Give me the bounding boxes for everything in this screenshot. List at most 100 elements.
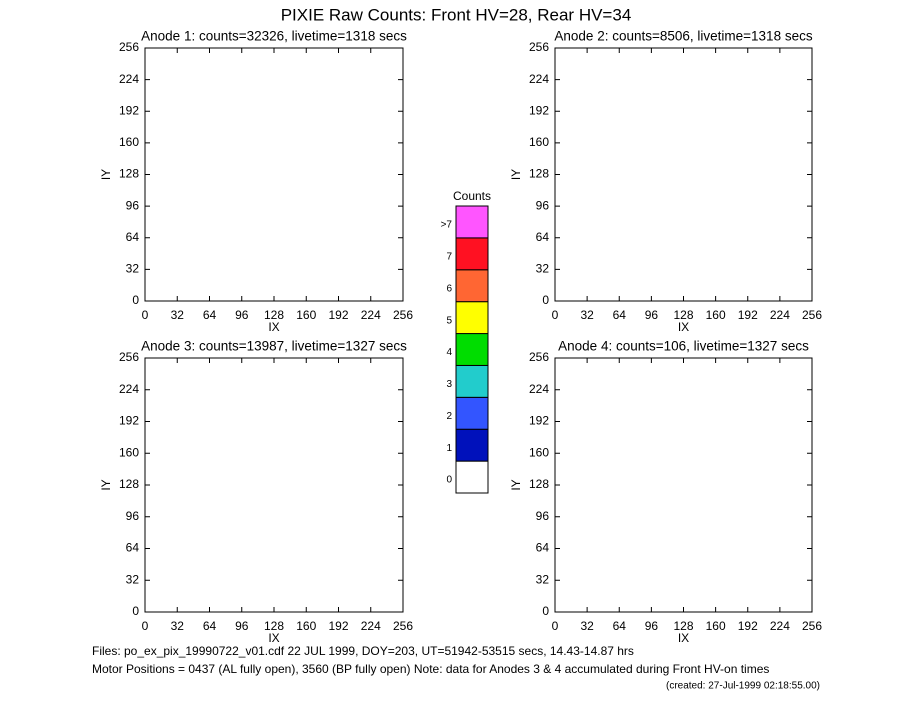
plot-frame	[554, 47, 813, 302]
y-tick-label: 224	[529, 382, 549, 396]
y-tick-label: 256	[119, 350, 139, 364]
x-tick-label: 256	[393, 619, 413, 633]
colorbar-swatch	[455, 301, 489, 335]
x-axis-label: IX	[268, 631, 279, 645]
y-tick-label: 224	[119, 382, 139, 396]
y-tick-label: 192	[119, 414, 139, 428]
y-tick-label: 96	[536, 198, 550, 212]
y-tick-label: 256	[529, 350, 549, 364]
footer-line: Files: po_ex_pix_19990722_v01.cdf 22 JUL…	[92, 644, 634, 658]
x-tick-label: 96	[235, 308, 249, 322]
x-tick-label: 128	[673, 308, 693, 322]
y-tick-label: 128	[119, 477, 139, 491]
x-tick-label: 32	[580, 308, 594, 322]
colorbar-label: 0	[446, 475, 452, 486]
panel-title: Anode 2: counts=8506, livetime=1318 secs	[554, 29, 812, 44]
x-tick-label: 96	[235, 619, 249, 633]
y-tick-label: 96	[126, 509, 140, 523]
colorbar-label: 2	[446, 411, 452, 422]
y-tick-label: 64	[536, 541, 550, 555]
y-tick-label: 128	[119, 167, 139, 181]
panel-title: Anode 4: counts=106, livetime=1327 secs	[558, 339, 809, 354]
y-tick-label: 96	[126, 198, 140, 212]
y-axis-label: IY	[509, 479, 523, 490]
x-tick-label: 192	[328, 619, 348, 633]
colorbar-swatch	[455, 333, 489, 366]
y-tick-label: 32	[536, 262, 550, 276]
y-tick-label: 32	[536, 572, 550, 586]
colorbar-swatch	[455, 396, 489, 430]
y-tick-label: 64	[126, 230, 140, 244]
y-tick-label: 0	[132, 293, 139, 307]
x-tick-label: 224	[361, 619, 381, 633]
y-tick-label: 96	[536, 509, 550, 523]
x-tick-label: 64	[203, 308, 217, 322]
y-axis-label: IY	[99, 479, 113, 490]
y-tick-label: 160	[529, 135, 549, 149]
y-axis-label: IY	[99, 169, 113, 180]
colorbar-swatch	[455, 205, 489, 239]
x-tick-label: 224	[770, 308, 790, 322]
colorbar-label: 3	[446, 379, 452, 390]
plot-frame	[144, 47, 404, 302]
x-tick-label: 0	[142, 308, 149, 322]
y-axis-label: IY	[509, 169, 523, 180]
colorbar-swatch	[455, 428, 489, 462]
y-tick-label: 0	[542, 604, 549, 618]
x-tick-label: 224	[361, 308, 381, 322]
x-tick-label: 192	[328, 308, 348, 322]
y-tick-label: 64	[126, 541, 140, 555]
x-axis-label: IX	[268, 320, 279, 334]
x-tick-label: 160	[296, 308, 316, 322]
colorbar-label: 4	[446, 347, 452, 358]
y-tick-label: 160	[529, 445, 549, 459]
y-tick-label: 64	[536, 230, 550, 244]
y-tick-label: 224	[119, 72, 139, 86]
colorbar-label: 1	[446, 443, 452, 454]
page-title: PIXIE Raw Counts: Front HV=28, Rear HV=3…	[281, 5, 632, 24]
x-tick-label: 160	[706, 308, 726, 322]
y-tick-label: 192	[119, 103, 139, 117]
colorbar-label: 6	[446, 283, 452, 294]
x-tick-label: 192	[738, 619, 758, 633]
x-tick-label: 128	[673, 619, 693, 633]
x-tick-label: 0	[552, 619, 559, 633]
y-tick-label: 160	[119, 445, 139, 459]
x-tick-label: 160	[706, 619, 726, 633]
x-tick-label: 256	[393, 308, 413, 322]
y-tick-label: 128	[529, 167, 549, 181]
footer-line: Motor Positions = 0437 (AL fully open), …	[92, 662, 769, 676]
x-tick-label: 256	[802, 308, 822, 322]
x-tick-label: 224	[770, 619, 790, 633]
y-tick-label: 256	[119, 40, 139, 54]
x-axis-label: IX	[678, 631, 689, 645]
plot-frame	[554, 357, 813, 613]
x-tick-label: 128	[264, 308, 284, 322]
colorbar-label: 7	[446, 251, 452, 262]
colorbar-label: 5	[446, 315, 452, 326]
colorbar-title: Counts	[453, 189, 491, 203]
x-tick-label: 32	[171, 619, 185, 633]
x-tick-label: 96	[645, 308, 659, 322]
x-tick-label: 160	[296, 619, 316, 633]
x-tick-label: 0	[552, 308, 559, 322]
y-tick-label: 32	[126, 572, 140, 586]
colorbar-label: >7	[441, 220, 453, 231]
y-tick-label: 128	[529, 477, 549, 491]
y-tick-label: 32	[126, 262, 140, 276]
x-tick-label: 32	[580, 619, 594, 633]
footer-created: (created: 27-Jul-1999 02:18:55.00)	[666, 681, 820, 692]
y-tick-label: 192	[529, 414, 549, 428]
y-tick-label: 256	[529, 40, 549, 54]
colorbar-swatch	[455, 269, 489, 303]
x-tick-label: 64	[613, 308, 627, 322]
x-tick-label: 0	[142, 619, 149, 633]
x-tick-label: 128	[264, 619, 284, 633]
x-tick-label: 64	[203, 619, 217, 633]
y-tick-label: 192	[529, 103, 549, 117]
colorbar-swatch	[455, 237, 489, 271]
y-tick-label: 160	[119, 135, 139, 149]
panel-title: Anode 3: counts=13987, livetime=1327 sec…	[141, 339, 407, 354]
x-tick-label: 192	[738, 308, 758, 322]
